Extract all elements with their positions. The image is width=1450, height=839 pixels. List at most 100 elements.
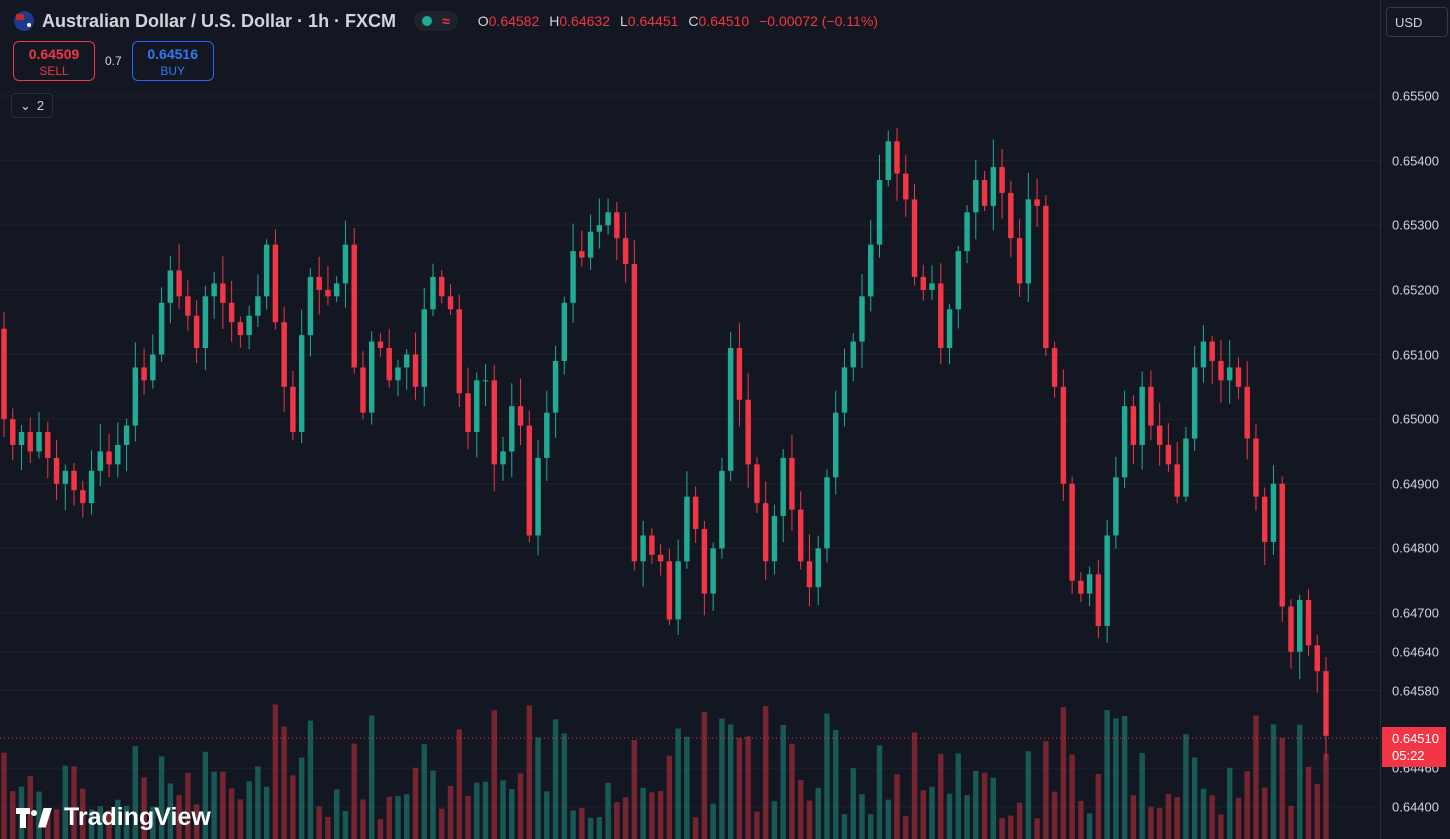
candle-body[interactable] — [1209, 341, 1215, 361]
candle-body[interactable] — [894, 141, 900, 174]
candle-body[interactable] — [45, 432, 51, 458]
candle-body[interactable] — [605, 212, 611, 226]
candle-body[interactable] — [1095, 574, 1102, 626]
buy-button[interactable]: 0.64516 BUY — [131, 41, 214, 81]
candle-body[interactable] — [1270, 483, 1277, 542]
candle-body[interactable] — [1297, 600, 1303, 652]
candle-body[interactable] — [1121, 406, 1128, 478]
candle-body[interactable] — [614, 212, 620, 239]
candle-body[interactable] — [692, 496, 699, 529]
candle-body[interactable] — [1218, 360, 1224, 381]
candle-body[interactable] — [946, 309, 953, 349]
chart-area[interactable] — [0, 0, 1380, 839]
candle-body[interactable] — [167, 270, 174, 303]
candle-body[interactable] — [10, 419, 16, 445]
candle-body[interactable] — [447, 296, 454, 310]
candle-body[interactable] — [1148, 386, 1154, 426]
candle-body[interactable] — [307, 276, 314, 336]
candle-body[interactable] — [1, 328, 7, 420]
candle-body[interactable] — [955, 251, 962, 310]
candle-body[interactable] — [1191, 367, 1198, 439]
candle-body[interactable] — [351, 244, 357, 368]
candle-body[interactable] — [36, 432, 42, 452]
candle-body[interactable] — [88, 470, 95, 504]
candle-body[interactable] — [806, 561, 813, 588]
candle-body[interactable] — [272, 244, 279, 323]
candle-body[interactable] — [719, 470, 725, 549]
candle-body[interactable] — [150, 354, 156, 381]
candle-body[interactable] — [841, 367, 848, 413]
candle-body[interactable] — [193, 315, 200, 349]
candle-body[interactable] — [491, 380, 497, 465]
candle-body[interactable] — [281, 322, 287, 387]
candle-body[interactable] — [421, 309, 427, 387]
candle-body[interactable] — [561, 302, 568, 361]
candle-body[interactable] — [1314, 645, 1320, 672]
candle-body[interactable] — [1305, 600, 1312, 646]
candle-body[interactable] — [132, 367, 139, 426]
candle-body[interactable] — [395, 367, 401, 381]
candle-body[interactable] — [552, 360, 559, 413]
candle-body[interactable] — [158, 302, 165, 355]
candle-body[interactable] — [53, 457, 60, 484]
candle-body[interactable] — [316, 276, 322, 290]
candle-body[interactable] — [990, 167, 997, 206]
candle-body[interactable] — [640, 535, 646, 562]
candle-body[interactable] — [1226, 367, 1233, 381]
tradingview-logo[interactable]: TradingView — [16, 803, 211, 832]
candle-body[interactable] — [439, 276, 445, 297]
candle-body[interactable] — [1156, 425, 1163, 445]
candle-body[interactable] — [1262, 496, 1268, 542]
candle-body[interactable] — [509, 406, 515, 452]
candle-body[interactable] — [500, 451, 506, 465]
candle-body[interactable] — [1235, 367, 1242, 387]
candle-body[interactable] — [736, 348, 743, 400]
candle-body[interactable] — [123, 425, 130, 445]
candle-body[interactable] — [622, 238, 629, 265]
candle-body[interactable] — [999, 167, 1005, 193]
candle-body[interactable] — [1183, 438, 1189, 497]
indicators-toggle-button[interactable]: ⌄ 2 — [11, 93, 54, 118]
candle-body[interactable] — [885, 141, 891, 181]
candle-body[interactable] — [255, 296, 261, 316]
candle-body[interactable] — [1008, 192, 1014, 239]
sell-button[interactable]: 0.64509 SELL — [13, 41, 95, 81]
candle-body[interactable] — [360, 367, 366, 413]
symbol-title[interactable]: Australian Dollar / U.S. Dollar · 1h · F… — [42, 10, 397, 31]
candle-body[interactable] — [1139, 386, 1145, 445]
candle-body[interactable] — [1174, 464, 1180, 497]
candle-body[interactable] — [964, 212, 970, 252]
candle-body[interactable] — [1113, 477, 1119, 536]
candle-body[interactable] — [1200, 341, 1207, 368]
candle-body[interactable] — [579, 251, 585, 258]
candle-body[interactable] — [535, 457, 541, 536]
candle-body[interactable] — [754, 464, 760, 504]
candle-body[interactable] — [342, 244, 349, 284]
candlestick-chart[interactable] — [0, 0, 1380, 839]
candle-body[interactable] — [973, 180, 979, 213]
candle-body[interactable] — [176, 270, 182, 297]
candle-body[interactable] — [850, 341, 856, 368]
candle-body[interactable] — [80, 490, 86, 504]
candle-body[interactable] — [1165, 444, 1172, 465]
candle-body[interactable] — [701, 528, 708, 594]
candle-body[interactable] — [727, 348, 734, 471]
candle-body[interactable] — [237, 322, 244, 336]
currency-selector[interactable]: USD — [1386, 7, 1448, 37]
candle-body[interactable] — [710, 548, 716, 594]
candle-body[interactable] — [920, 276, 926, 290]
candle-body[interactable] — [62, 470, 68, 484]
candle-body[interactable] — [263, 244, 270, 297]
candle-body[interactable] — [71, 470, 77, 491]
candle-body[interactable] — [1034, 199, 1040, 206]
candle-body[interactable] — [903, 173, 909, 200]
candle-body[interactable] — [474, 380, 480, 433]
candle-body[interactable] — [377, 341, 384, 349]
candle-body[interactable] — [929, 283, 935, 290]
candle-body[interactable] — [1130, 406, 1137, 445]
candle-body[interactable] — [228, 302, 235, 323]
candle-body[interactable] — [745, 399, 751, 465]
candle-body[interactable] — [246, 315, 252, 336]
candle-body[interactable] — [517, 406, 524, 426]
candle-body[interactable] — [684, 496, 690, 562]
